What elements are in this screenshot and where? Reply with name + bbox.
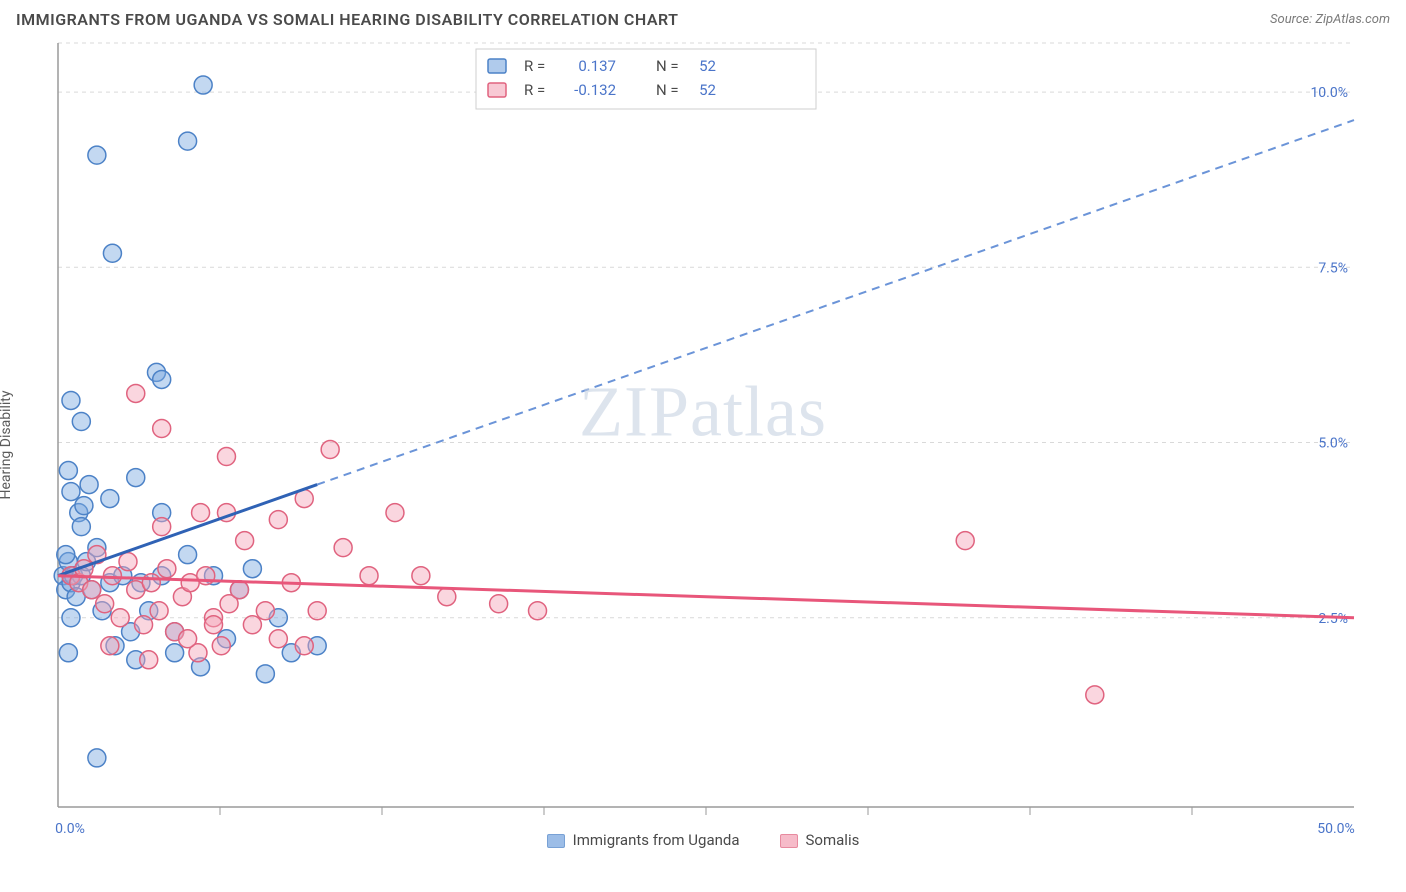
scatter-point [192, 504, 210, 522]
scatter-point [83, 581, 101, 599]
scatter-point [80, 476, 98, 494]
bottom-legend: Immigrants from Uganda Somalis [0, 831, 1406, 849]
scatter-point [212, 637, 230, 655]
scatter-point [142, 574, 160, 592]
chart-source: Source: ZipAtlas.com [1270, 12, 1390, 27]
svg-text:52: 52 [699, 57, 716, 75]
source-prefix: Source: [1270, 12, 1315, 27]
scatter-point [101, 637, 119, 655]
svg-text:-0.132: -0.132 [574, 81, 616, 99]
scatter-point [62, 483, 80, 501]
scatter-point [111, 609, 129, 627]
scatter-point [135, 616, 153, 634]
scatter-point [529, 602, 547, 620]
scatter-chart: 2.5%5.0%7.5%10.0%0.0%50.0%R =0.137N =52R… [16, 35, 1390, 855]
scatter-point [57, 546, 75, 564]
scatter-point [153, 518, 171, 536]
scatter-point [269, 630, 287, 648]
scatter-point [88, 749, 106, 767]
scatter-point [103, 244, 121, 262]
scatter-point [179, 546, 197, 564]
scatter-point [72, 518, 90, 536]
scatter-point [75, 497, 93, 515]
scatter-point [490, 595, 508, 613]
scatter-point [140, 651, 158, 669]
svg-text:0.137: 0.137 [578, 57, 616, 75]
legend-swatch [488, 83, 506, 97]
scatter-point [158, 560, 176, 578]
svg-text:N =: N = [656, 57, 679, 75]
scatter-point [321, 441, 339, 459]
scatter-point [153, 420, 171, 438]
scatter-point [295, 637, 313, 655]
scatter-point [194, 76, 212, 94]
scatter-point [103, 567, 121, 585]
scatter-point [230, 581, 248, 599]
scatter-point [412, 567, 430, 585]
scatter-point [59, 644, 77, 662]
legend-item: Somalis [780, 831, 860, 849]
trend-line-somali [58, 576, 1354, 618]
legend-label: Immigrants from Uganda [573, 831, 740, 849]
svg-text:R =: R = [524, 57, 545, 75]
scatter-point [256, 602, 274, 620]
scatter-point [308, 602, 326, 620]
scatter-point [334, 539, 352, 557]
scatter-point [243, 616, 261, 634]
scatter-point [127, 384, 145, 402]
svg-text:N =: N = [656, 81, 679, 99]
scatter-point [256, 665, 274, 683]
scatter-point [127, 469, 145, 487]
scatter-point [150, 602, 168, 620]
chart-title: IMMIGRANTS FROM UGANDA VS SOMALI HEARING… [16, 10, 679, 29]
scatter-point [217, 448, 235, 466]
svg-text:R =: R = [524, 81, 545, 99]
legend-item: Immigrants from Uganda [547, 831, 740, 849]
scatter-point [179, 630, 197, 648]
legend-label: Somalis [806, 831, 860, 849]
legend-swatch [780, 834, 798, 848]
svg-text:10.0%: 10.0% [1310, 85, 1348, 101]
scatter-point [119, 553, 137, 571]
scatter-point [72, 412, 90, 430]
scatter-point [236, 532, 254, 550]
scatter-point [386, 504, 404, 522]
scatter-point [59, 462, 77, 480]
svg-text:5.0%: 5.0% [1318, 436, 1348, 452]
scatter-point [243, 560, 261, 578]
scatter-point [956, 532, 974, 550]
scatter-point [62, 609, 80, 627]
legend-swatch [488, 59, 506, 73]
svg-text:52: 52 [699, 81, 716, 99]
y-axis-label: Hearing Disability [0, 391, 14, 500]
trend-line-uganda-dash [317, 120, 1354, 484]
scatter-point [179, 132, 197, 150]
scatter-point [101, 490, 119, 508]
scatter-point [153, 370, 171, 388]
scatter-point [1086, 686, 1104, 704]
scatter-point [62, 391, 80, 409]
scatter-point [360, 567, 378, 585]
legend-swatch [547, 834, 565, 848]
scatter-point [88, 146, 106, 164]
svg-text:7.5%: 7.5% [1318, 260, 1348, 276]
scatter-point [166, 644, 184, 662]
source-link[interactable]: ZipAtlas.com [1315, 12, 1390, 27]
scatter-point [96, 595, 114, 613]
scatter-point [438, 588, 456, 606]
scatter-point [269, 511, 287, 529]
scatter-point [205, 616, 223, 634]
